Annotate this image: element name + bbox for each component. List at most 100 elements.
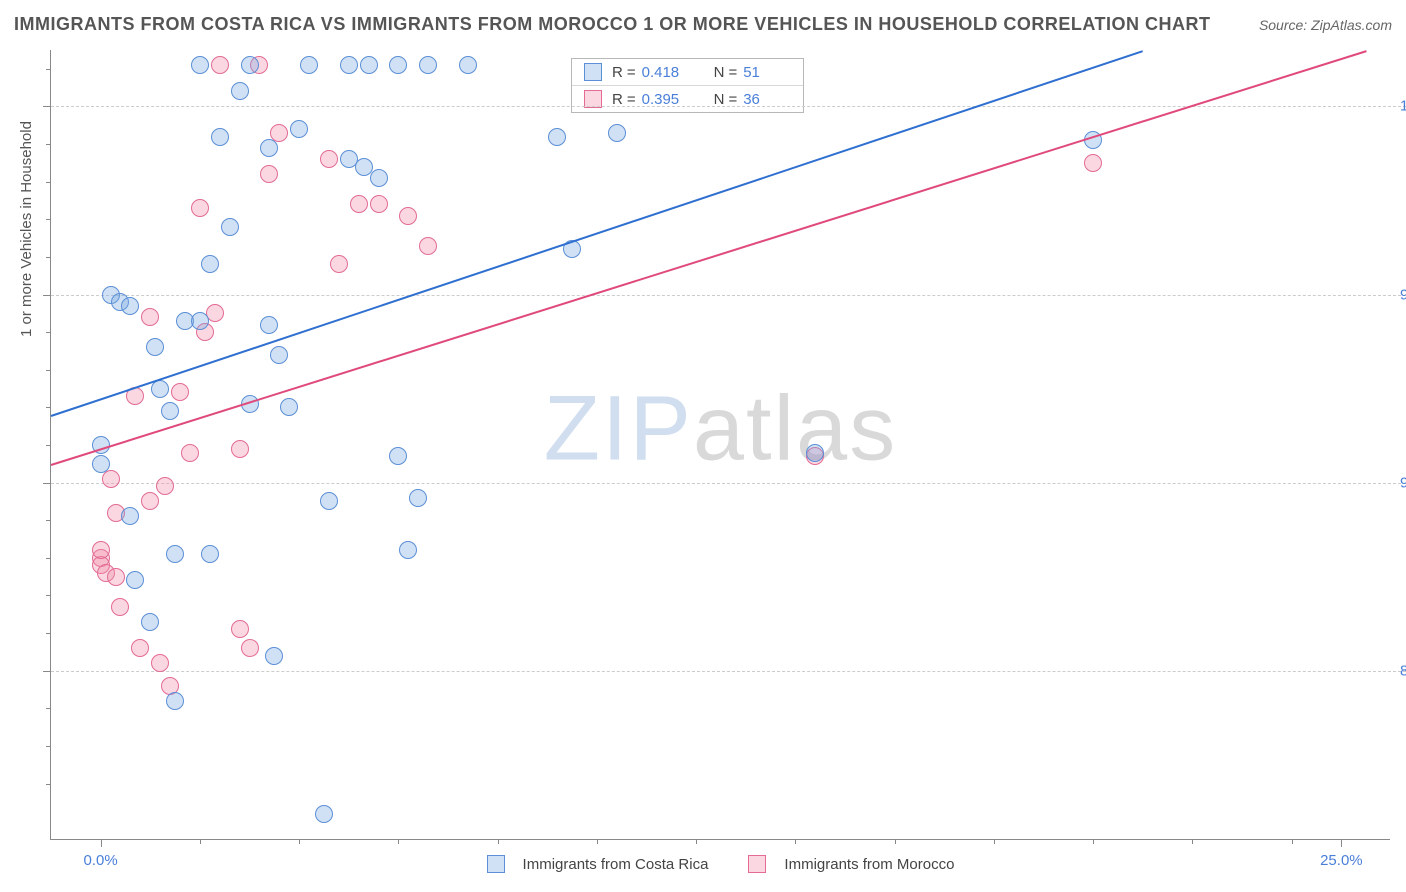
- scatter-point-morocco: [131, 639, 149, 657]
- scatter-point-morocco: [151, 654, 169, 672]
- y-tick-label: 95.0%: [1400, 286, 1406, 303]
- y-tick-label: 90.0%: [1400, 474, 1406, 491]
- watermark-zip: ZIP: [544, 377, 693, 479]
- scatter-point-costa_rica: [340, 56, 358, 74]
- scatter-point-costa_rica: [191, 312, 209, 330]
- y-minor-tick: [46, 445, 51, 446]
- gridline-h: [51, 483, 1406, 484]
- scatter-point-morocco: [231, 440, 249, 458]
- scatter-point-morocco: [320, 150, 338, 168]
- scatter-point-costa_rica: [260, 139, 278, 157]
- scatter-point-morocco: [370, 195, 388, 213]
- scatter-point-costa_rica: [315, 805, 333, 823]
- scatter-point-morocco: [399, 207, 417, 225]
- swatch-morocco: [748, 855, 766, 873]
- scatter-point-morocco: [156, 477, 174, 495]
- legend-row-costa-rica: R = 0.418 N = 51: [572, 59, 803, 86]
- scatter-point-costa_rica: [300, 56, 318, 74]
- y-minor-tick: [46, 407, 51, 408]
- x-minor-tick: [1093, 839, 1094, 844]
- y-minor-tick: [46, 746, 51, 747]
- scatter-point-costa_rica: [260, 316, 278, 334]
- y-minor-tick: [46, 520, 51, 521]
- scatter-point-costa_rica: [360, 56, 378, 74]
- correlation-legend: R = 0.418 N = 51 R = 0.395 N = 36: [571, 58, 804, 113]
- scatter-point-costa_rica: [231, 82, 249, 100]
- scatter-point-costa_rica: [201, 545, 219, 563]
- scatter-point-costa_rica: [320, 492, 338, 510]
- legend-item-costa-rica: Immigrants from Costa Rica: [487, 855, 709, 873]
- scatter-point-costa_rica: [370, 169, 388, 187]
- stat-n-label: N: [714, 64, 725, 81]
- stat-r-label: R: [612, 64, 623, 81]
- legend-item-morocco: Immigrants from Morocco: [748, 855, 954, 873]
- scatter-point-morocco: [350, 195, 368, 213]
- swatch-costa-rica: [487, 855, 505, 873]
- scatter-point-morocco: [181, 444, 199, 462]
- x-minor-tick: [299, 839, 300, 844]
- y-tick: [43, 483, 51, 484]
- stat-eq: =: [728, 64, 737, 81]
- scatter-point-costa_rica: [290, 120, 308, 138]
- scatter-point-morocco: [102, 470, 120, 488]
- scatter-point-morocco: [211, 56, 229, 74]
- y-minor-tick: [46, 595, 51, 596]
- scatter-point-morocco: [419, 237, 437, 255]
- y-minor-tick: [46, 633, 51, 634]
- y-tick: [43, 671, 51, 672]
- x-minor-tick: [994, 839, 995, 844]
- scatter-point-costa_rica: [399, 541, 417, 559]
- stat-n-value-morocco: 36: [743, 91, 791, 108]
- y-tick-label: 100.0%: [1400, 98, 1406, 115]
- scatter-point-costa_rica: [221, 218, 239, 236]
- x-minor-tick: [696, 839, 697, 844]
- scatter-point-costa_rica: [201, 255, 219, 273]
- scatter-point-costa_rica: [92, 455, 110, 473]
- y-tick: [43, 295, 51, 296]
- stat-r-value-costa-rica: 0.418: [642, 64, 690, 81]
- scatter-point-morocco: [92, 541, 110, 559]
- scatter-point-costa_rica: [146, 338, 164, 356]
- watermark-atlas: atlas: [693, 377, 897, 479]
- y-minor-tick: [46, 332, 51, 333]
- scatter-point-costa_rica: [141, 613, 159, 631]
- x-minor-tick: [1292, 839, 1293, 844]
- x-tick-label: 25.0%: [1320, 852, 1363, 869]
- x-minor-tick: [1192, 839, 1193, 844]
- stat-n-value-costa-rica: 51: [743, 64, 791, 81]
- scatter-point-morocco: [260, 165, 278, 183]
- gridline-h: [51, 295, 1406, 296]
- source-attribution: Source: ZipAtlas.com: [1259, 17, 1392, 33]
- stat-r-value-morocco: 0.395: [642, 91, 690, 108]
- y-axis-label: 1 or more Vehicles in Household: [18, 121, 35, 337]
- scatter-point-costa_rica: [389, 56, 407, 74]
- scatter-point-costa_rica: [548, 128, 566, 146]
- series-legend: Immigrants from Costa Rica Immigrants fr…: [51, 855, 1390, 873]
- y-minor-tick: [46, 182, 51, 183]
- scatter-point-costa_rica: [608, 124, 626, 142]
- scatter-point-morocco: [171, 383, 189, 401]
- y-minor-tick: [46, 708, 51, 709]
- x-minor-tick: [795, 839, 796, 844]
- legend-label-morocco: Immigrants from Morocco: [784, 856, 954, 873]
- y-minor-tick: [46, 784, 51, 785]
- scatter-point-costa_rica: [280, 398, 298, 416]
- scatter-point-morocco: [141, 308, 159, 326]
- y-minor-tick: [46, 370, 51, 371]
- scatter-point-costa_rica: [166, 545, 184, 563]
- x-tick: [101, 839, 102, 847]
- scatter-point-morocco: [111, 598, 129, 616]
- scatter-point-costa_rica: [121, 297, 139, 315]
- stat-eq: =: [627, 91, 636, 108]
- scatter-point-morocco: [231, 620, 249, 638]
- scatter-point-costa_rica: [126, 571, 144, 589]
- scatter-point-morocco: [1084, 154, 1102, 172]
- scatter-point-morocco: [191, 199, 209, 217]
- scatter-point-morocco: [241, 639, 259, 657]
- legend-label-costa-rica: Immigrants from Costa Rica: [523, 856, 709, 873]
- stat-eq: =: [728, 91, 737, 108]
- y-tick-label: 85.0%: [1400, 662, 1406, 679]
- scatter-point-costa_rica: [161, 402, 179, 420]
- y-minor-tick: [46, 219, 51, 220]
- scatter-point-costa_rica: [121, 507, 139, 525]
